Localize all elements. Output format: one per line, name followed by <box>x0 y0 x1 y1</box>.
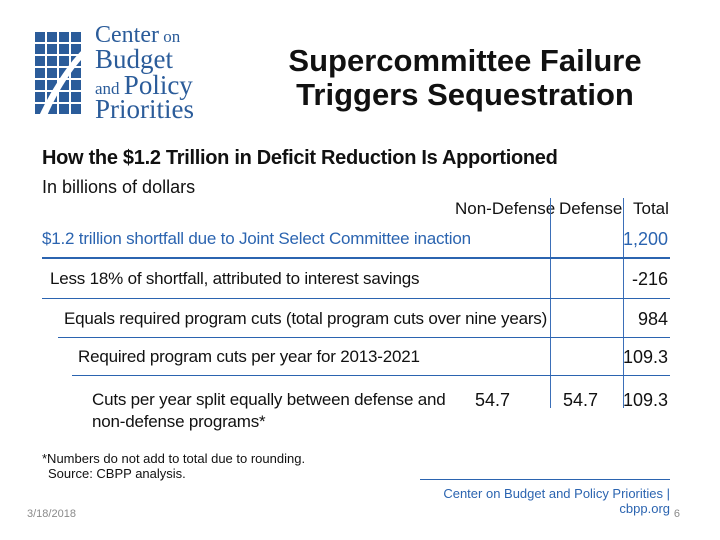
cbpp-logo: Center on Budget and Policy Priorities <box>33 22 198 124</box>
brand-line: Center on Budget and Policy Priorities |… <box>443 486 670 516</box>
row-divider-2 <box>42 298 670 299</box>
column-divider-2 <box>623 198 624 408</box>
row-4-total: 109.3 <box>622 347 668 367</box>
row-3-total: 984 <box>637 309 668 329</box>
row-5-label-line2: non-defense programs* <box>92 412 266 431</box>
brand-divider <box>420 479 670 480</box>
row-divider-3 <box>58 337 670 338</box>
col-header-defense: Defense <box>559 199 623 218</box>
row-5-total: 109.3 <box>622 390 668 410</box>
row-divider-4 <box>72 375 670 376</box>
slide-page-number: 6 <box>673 508 680 520</box>
table-subtitle: In billions of dollars <box>42 177 196 197</box>
row-2-label: Less 18% of shortfall, attributed to int… <box>50 269 420 288</box>
row-divider-1 <box>42 257 670 259</box>
logo-text-policy: Policy <box>123 70 193 100</box>
logo-text-budget: Budget <box>95 44 173 74</box>
row-5-non-defense: 54.7 <box>474 390 510 410</box>
slide-title-line1: Supercommittee Failure <box>288 43 642 78</box>
table-title: How the $1.2 Trillion in Deficit Reducti… <box>42 147 558 169</box>
logo-text-priorities: Priorities <box>95 94 194 124</box>
logo-text-on: on <box>163 27 181 46</box>
row-5-label-line1: Cuts per year split equally between defe… <box>92 390 446 409</box>
row-4-label: Required program cuts per year for 2013-… <box>78 347 420 366</box>
slide-title-line2: Triggers Sequestration <box>296 77 634 112</box>
row-1-total: 1,200 <box>622 229 668 249</box>
logo-text-and: and <box>95 79 120 98</box>
col-header-non-defense: Non-Defense <box>455 199 556 218</box>
slide-date: 3/18/2018 <box>27 508 76 520</box>
source-note: Source: CBPP analysis. <box>48 466 186 481</box>
col-header-total: Total <box>633 199 669 218</box>
slide-title: Supercommittee Failure Triggers Sequestr… <box>240 44 690 112</box>
row-5-defense: 54.7 <box>562 390 598 410</box>
logo-text-center: Center <box>95 22 159 48</box>
row-1-label: $1.2 trillion shortfall due to Joint Sel… <box>42 229 471 248</box>
footnote: *Numbers do not add to total due to roun… <box>42 451 306 466</box>
row-3-label: Equals required program cuts (total prog… <box>64 309 548 328</box>
logo-grid-icon <box>33 26 89 120</box>
column-divider-1 <box>550 198 551 408</box>
row-2-total: -216 <box>631 269 668 289</box>
